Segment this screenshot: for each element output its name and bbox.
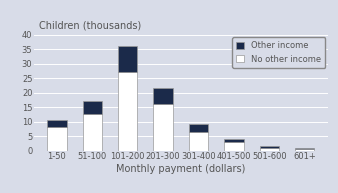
Bar	[224, 142, 244, 151]
Text: Children (thousands): Children (thousands)	[39, 20, 141, 30]
Bar	[224, 139, 244, 142]
Bar	[260, 148, 279, 151]
Bar	[82, 114, 102, 151]
Bar	[153, 88, 173, 104]
X-axis label: Monthly payment (dollars): Monthly payment (dollars)	[116, 164, 245, 174]
Bar	[295, 148, 314, 149]
Bar	[47, 127, 67, 151]
Bar	[295, 149, 314, 151]
Bar	[189, 124, 208, 132]
Bar	[189, 132, 208, 151]
Bar	[118, 46, 138, 72]
Bar	[47, 120, 67, 127]
Bar	[153, 104, 173, 151]
Legend: Other income, No other income: Other income, No other income	[232, 37, 325, 68]
Bar	[260, 146, 279, 148]
Bar	[82, 101, 102, 114]
Bar	[118, 72, 138, 151]
